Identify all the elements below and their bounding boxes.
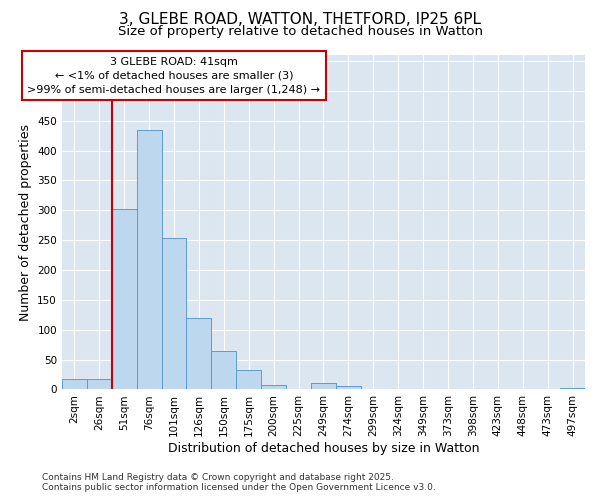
Bar: [161, 238, 187, 390]
Bar: [62, 378, 87, 390]
X-axis label: Distribution of detached houses by size in Watton: Distribution of detached houses by size …: [167, 442, 479, 455]
Bar: [211, 350, 236, 390]
Bar: [560, 388, 585, 390]
Text: Contains HM Land Registry data © Crown copyright and database right 2025.
Contai: Contains HM Land Registry data © Crown c…: [42, 473, 436, 492]
Bar: [87, 378, 112, 390]
Text: Size of property relative to detached houses in Watton: Size of property relative to detached ho…: [118, 25, 482, 38]
Bar: [187, 318, 211, 390]
Y-axis label: Number of detached properties: Number of detached properties: [19, 124, 32, 320]
Bar: [261, 384, 286, 390]
Bar: [236, 370, 261, 390]
Bar: [336, 386, 361, 390]
Text: 3, GLEBE ROAD, WATTON, THETFORD, IP25 6PL: 3, GLEBE ROAD, WATTON, THETFORD, IP25 6P…: [119, 12, 481, 28]
Text: 3 GLEBE ROAD: 41sqm
← <1% of detached houses are smaller (3)
>99% of semi-detach: 3 GLEBE ROAD: 41sqm ← <1% of detached ho…: [28, 57, 320, 95]
Bar: [137, 130, 161, 390]
Bar: [311, 384, 336, 390]
Bar: [112, 209, 137, 390]
